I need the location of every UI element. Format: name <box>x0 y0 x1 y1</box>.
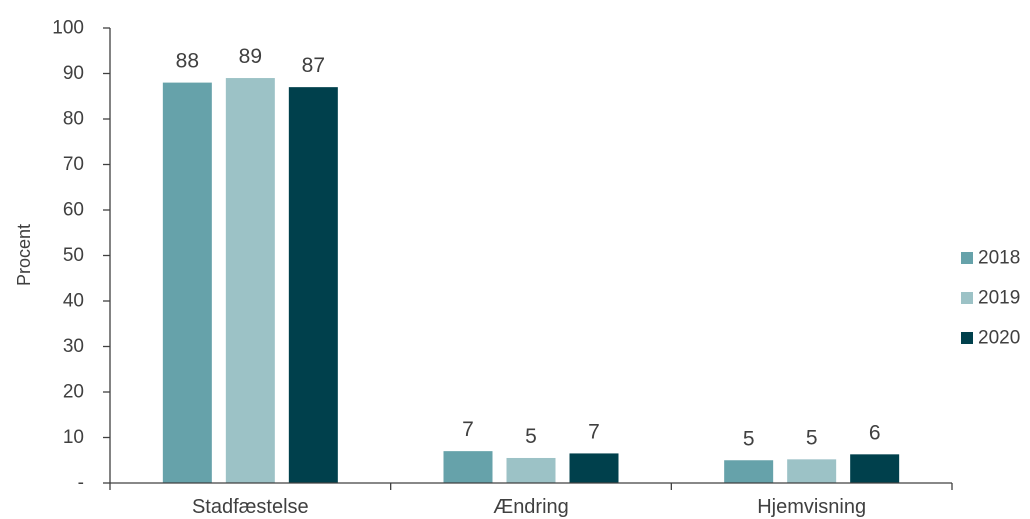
y-tick-label: 70 <box>63 154 84 175</box>
y-tick-label: 10 <box>63 427 84 448</box>
bar <box>443 451 493 483</box>
legend-label: 2019 <box>978 288 1020 309</box>
y-tick-label: 20 <box>63 382 84 403</box>
data-label: 7 <box>588 420 600 443</box>
data-label: 5 <box>806 426 818 449</box>
bar <box>787 459 837 483</box>
legend-swatch <box>961 332 973 344</box>
y-axis-title: Procent <box>14 224 34 286</box>
bar <box>724 460 774 483</box>
bar <box>506 457 556 483</box>
legend: 2018 2019 2020 <box>961 248 1020 349</box>
legend-swatch <box>961 292 973 304</box>
y-tick-label: 50 <box>63 245 84 266</box>
y-tick-label: 60 <box>63 200 84 221</box>
legend-label: 2018 <box>978 248 1020 269</box>
x-tick-label: Stadfæstelse <box>192 496 309 518</box>
bars: 88 89 87 7 5 7 5 5 6 <box>162 45 900 484</box>
y-tick-label: - <box>78 473 84 494</box>
legend-label: 2020 <box>978 328 1020 349</box>
y-tick-label: 80 <box>63 109 84 130</box>
x-axis: Stadfæstelse Ændring Hjemvisning <box>109 482 953 518</box>
x-tick-label: Hjemvisning <box>757 496 866 518</box>
x-tick-label: Ændring <box>493 496 569 518</box>
data-label: 7 <box>462 418 474 441</box>
bar <box>225 78 275 484</box>
legend-swatch <box>961 252 973 264</box>
data-label: 88 <box>176 50 199 73</box>
bar <box>850 454 900 483</box>
data-label: 5 <box>525 425 537 448</box>
y-tick-label: 100 <box>52 18 84 39</box>
data-label: 87 <box>302 54 325 77</box>
y-tick-label: 40 <box>63 291 84 312</box>
y-tick-label: 90 <box>63 63 84 84</box>
y-axis: - 10 20 30 40 50 60 70 80 90 100 <box>52 18 111 494</box>
bar <box>288 87 338 484</box>
data-label: 89 <box>239 45 262 68</box>
bar <box>162 82 212 483</box>
data-label: 6 <box>869 421 881 444</box>
data-label: 5 <box>743 427 755 450</box>
y-tick-label: 30 <box>63 336 84 357</box>
bar <box>569 453 619 483</box>
